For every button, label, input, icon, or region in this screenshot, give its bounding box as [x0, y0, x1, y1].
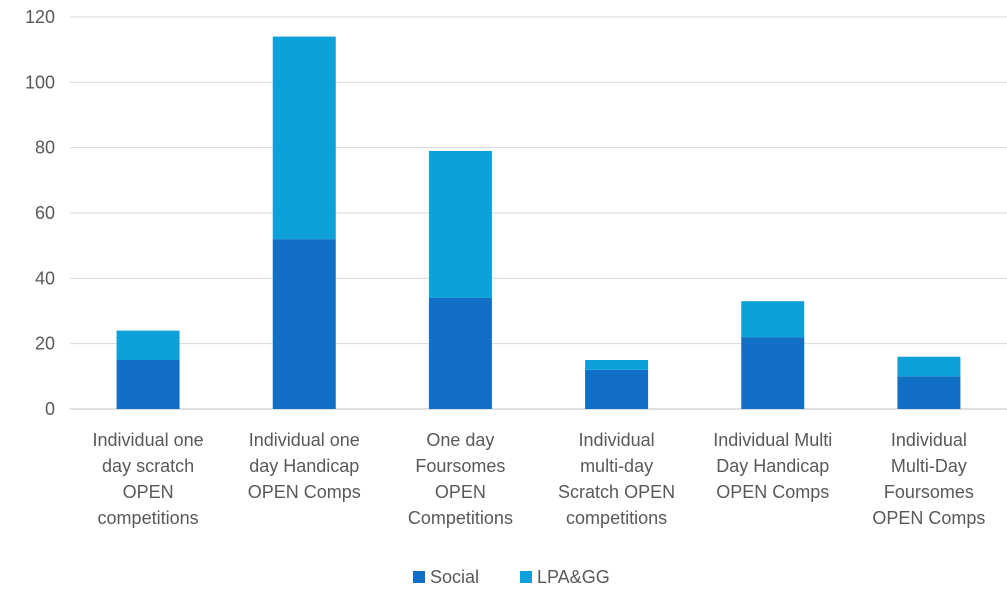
- y-tick-label: 40: [35, 268, 55, 288]
- bar-social-4: [585, 369, 649, 409]
- category-label: One day Foursomes OPEN Competitions: [408, 430, 513, 528]
- legend-swatch: [413, 571, 425, 583]
- bar-lpa-gg-6: [897, 356, 961, 377]
- category-label-line: One day: [426, 430, 494, 450]
- bar-social-5: [741, 337, 805, 409]
- category-label-line: competitions: [566, 508, 667, 528]
- bar-lpa-gg-5: [741, 301, 805, 338]
- bar-lpa-gg-1: [116, 330, 180, 360]
- y-tick-label: 100: [25, 72, 55, 92]
- category-label-line: Multi-Day: [891, 456, 967, 476]
- category-label: Individual multi-day Scratch OPEN competiti…: [558, 430, 675, 528]
- category-label-line: OPEN Comps: [872, 508, 985, 528]
- category-label-line: OPEN: [123, 482, 174, 502]
- legend-label: Social: [430, 567, 479, 587]
- category-label-line: Individual one: [249, 430, 360, 450]
- category-label-line: Individual Multi: [713, 430, 832, 450]
- legend-swatch: [520, 571, 532, 583]
- category-label-line: OPEN Comps: [248, 482, 361, 502]
- category-label-line: day scratch: [102, 456, 194, 476]
- category-label-line: Individual: [891, 430, 967, 450]
- bar-lpa-gg-4: [585, 360, 649, 370]
- category-label-line: multi-day: [580, 456, 653, 476]
- category-label-line: Individual one: [93, 430, 204, 450]
- y-tick-label: 120: [25, 7, 55, 27]
- category-label-line: OPEN Comps: [716, 482, 829, 502]
- category-label: Individual Multi Day Handicap OPEN Comps: [713, 430, 832, 502]
- category-label-line: Competitions: [408, 508, 513, 528]
- bar-lpa-gg-3: [428, 150, 492, 298]
- bars: [116, 36, 961, 409]
- y-tick-label: 20: [35, 334, 55, 354]
- y-tick-label: 60: [35, 203, 55, 223]
- category-label-line: Foursomes: [415, 456, 505, 476]
- bar-social-3: [428, 297, 492, 409]
- category-label-line: Scratch OPEN: [558, 482, 675, 502]
- bar-social-1: [116, 360, 180, 409]
- category-label: Individual one day scratch OPEN competition…: [93, 430, 204, 528]
- bar-social-6: [897, 376, 961, 409]
- bar-social-2: [272, 239, 336, 409]
- category-label-line: Individual: [579, 430, 655, 450]
- category-label-line: Day Handicap: [716, 456, 829, 476]
- category-label: Individual Multi-Day Foursomes OPEN Comps: [872, 430, 985, 528]
- y-tick-label: 80: [35, 138, 55, 158]
- legend-label: LPA&GG: [537, 567, 610, 587]
- bar-lpa-gg-2: [272, 36, 336, 240]
- category-label-line: Foursomes: [884, 482, 974, 502]
- legend: Social LPA&GG: [413, 567, 610, 587]
- category-label: Individual one day Handicap OPEN Comps: [248, 430, 361, 502]
- x-axis-labels: Individual one day scratch OPEN competition…: [93, 430, 986, 528]
- category-label-line: day Handicap: [249, 456, 359, 476]
- gridlines: [70, 16, 1007, 410]
- y-axis-ticks: 0 20 40 60 80 100 120: [25, 7, 55, 419]
- category-label-line: competitions: [98, 508, 199, 528]
- category-label-line: OPEN: [435, 482, 486, 502]
- y-tick-label: 0: [45, 399, 55, 419]
